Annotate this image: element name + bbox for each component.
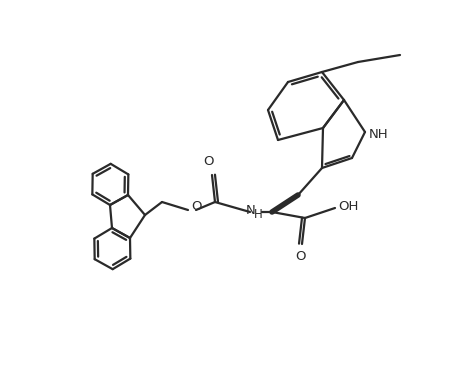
Text: H: H bbox=[254, 209, 263, 222]
Text: OH: OH bbox=[338, 199, 359, 212]
Text: O: O bbox=[295, 250, 305, 263]
Text: NH: NH bbox=[369, 127, 389, 141]
Text: O: O bbox=[191, 199, 202, 212]
Text: O: O bbox=[203, 155, 213, 168]
Text: N: N bbox=[246, 204, 256, 216]
